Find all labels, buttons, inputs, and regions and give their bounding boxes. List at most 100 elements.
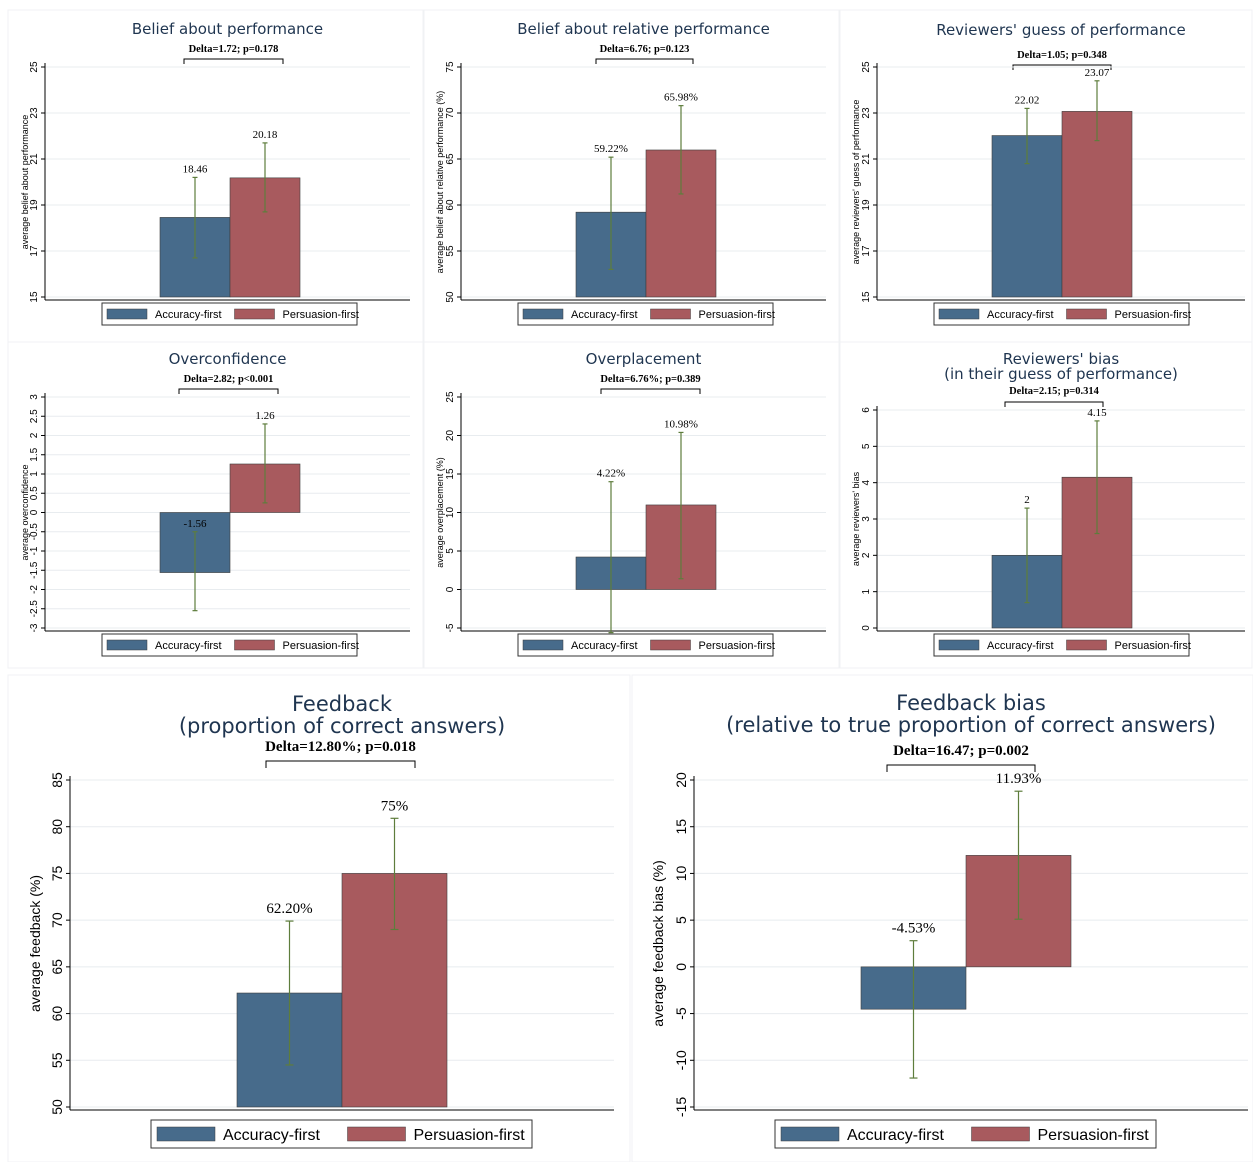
y-tick-label: 1: [861, 588, 872, 594]
y-axis-label: average overplacement (%): [435, 457, 445, 568]
chart-title: Belief about performance: [132, 20, 323, 38]
y-tick-label: 70: [49, 912, 65, 928]
y-tick-label: -3: [29, 623, 40, 632]
bar-value-label: -4.53%: [892, 921, 936, 937]
legend-label: Persuasion-first: [414, 1127, 526, 1144]
y-tick-label: 65: [445, 153, 456, 165]
legend-label: Persuasion-first: [1115, 640, 1191, 652]
y-tick-label: 15: [673, 819, 689, 835]
legend-label: Accuracy-first: [987, 640, 1054, 652]
chart-subtitle: (proportion of correct answers): [179, 714, 505, 738]
delta-annotation: Delta=1.05; p=0.348: [1017, 50, 1107, 61]
y-tick-label: -1.5: [29, 561, 40, 579]
y-tick-label: 65: [49, 959, 65, 975]
bar-value-label: 65.98%: [664, 92, 698, 104]
y-tick-label: 2.5: [29, 409, 40, 423]
legend-swatch: [1066, 308, 1107, 320]
bar-value-label: 1.26: [255, 410, 275, 422]
delta-annotation: Delta=2.15; p=0.314: [1009, 386, 1100, 397]
delta-annotation: Delta=1.72; p=0.178: [189, 44, 279, 55]
y-tick-label: 0: [673, 963, 689, 971]
y-tick-label: 75: [445, 61, 456, 73]
y-tick-label: 0.5: [29, 486, 40, 500]
chart-title: Overconfidence: [169, 350, 287, 368]
y-tick-label: 20: [445, 430, 456, 442]
y-tick-label: -15: [673, 1097, 689, 1117]
delta-bracket: [600, 388, 701, 394]
y-tick-label: 75: [49, 865, 65, 881]
legend-label: Persuasion-first: [699, 309, 775, 321]
chart-panel: Overconfidence Delta=2.82; p<0.001 -3 -2.5 -…: [7, 341, 424, 669]
chart-title: Belief about relative performance: [517, 20, 770, 38]
y-tick-label: 19: [29, 199, 40, 211]
chart-panel: Reviewers' guess of performance Delta=1.0…: [839, 9, 1253, 343]
y-tick-label: 15: [861, 291, 872, 303]
delta-annotation: Delta=6.76%; p=0.389: [600, 374, 700, 385]
chart-title: Feedback bias: [896, 691, 1046, 715]
legend-label: Persuasion-first: [699, 640, 775, 652]
legend-swatch: [780, 1126, 840, 1142]
panel-frame: [423, 341, 840, 669]
bar-value-label: 10.98%: [664, 418, 698, 430]
chart-panel: Overplacement Delta=6.76%; p=0.389 -5 0 5 10 1…: [423, 341, 840, 669]
delta-bracket: [178, 388, 279, 394]
y-tick-label: 2: [861, 552, 872, 558]
y-tick-label: 2: [29, 432, 40, 438]
y-tick-label: 25: [445, 391, 456, 403]
legend-swatch: [938, 639, 980, 651]
y-tick-label: 50: [445, 291, 456, 303]
y-tick-label: 10: [445, 507, 456, 519]
y-tick-label: 55: [49, 1052, 65, 1068]
legend-label: Accuracy-first: [223, 1127, 320, 1144]
legend-swatch: [106, 308, 148, 320]
y-tick-label: 1: [29, 471, 40, 477]
legend-label: Persuasion-first: [283, 640, 359, 652]
bar-value-label: 22.02: [1015, 94, 1040, 106]
y-tick-label: 5: [673, 916, 689, 924]
y-tick-label: 80: [49, 819, 65, 835]
bar-value-label: 18.46: [183, 163, 208, 175]
legend-box: [517, 302, 774, 326]
legend-label: Persuasion-first: [283, 309, 359, 321]
bar-value-label: -1.56: [184, 518, 207, 530]
bar-value-label: 11.93%: [996, 771, 1042, 787]
legend-swatch: [938, 308, 980, 320]
y-tick-label: 0: [861, 625, 872, 631]
bar-value-label: 4.15: [1087, 407, 1107, 419]
legend-swatch: [106, 639, 148, 651]
legend-label: Accuracy-first: [155, 309, 222, 321]
chart-title: Reviewers' guess of performance: [936, 21, 1186, 39]
chart-title: Reviewers' bias: [1003, 350, 1120, 368]
y-tick-label: -5: [445, 623, 456, 632]
bar-value-label: 4.22%: [597, 468, 625, 480]
y-tick-label: 1.5: [29, 447, 40, 461]
chart-title: Overplacement: [586, 350, 702, 368]
chart-panel: Belief about performance Delta=1.72; p=0.…: [7, 9, 424, 343]
y-axis-label: average reviewers' guess of performance: [851, 100, 861, 265]
chart-panel: Reviewers' bias(in their guess of perfor…: [839, 341, 1253, 669]
y-tick-label: 60: [49, 1006, 65, 1022]
y-tick-label: 23: [861, 107, 872, 119]
y-tick-label: 25: [29, 61, 40, 73]
delta-annotation: Delta=6.76; p=0.123: [600, 44, 690, 55]
chart-subtitle: (in their guess of performance): [944, 365, 1178, 383]
bar-value-label: 2: [1024, 494, 1030, 506]
y-tick-label: 0: [445, 586, 456, 592]
legend-swatch: [234, 308, 275, 320]
delta-bracket: [1004, 401, 1104, 407]
delta-bracket: [595, 58, 694, 64]
panel-frame: [7, 341, 424, 669]
y-tick-label: 85: [49, 772, 65, 788]
y-tick-label: 0: [29, 509, 40, 515]
legend-swatch: [650, 308, 691, 320]
y-tick-label: -10: [673, 1050, 689, 1070]
y-axis-label: average feedback (%): [27, 875, 43, 1012]
legend-label: Accuracy-first: [571, 309, 638, 321]
legend-box: [933, 302, 1190, 326]
legend-label: Persuasion-first: [1038, 1127, 1150, 1144]
y-tick-label: 3: [29, 394, 40, 400]
legend-box: [101, 302, 358, 326]
chart-title: Feedback: [292, 692, 393, 716]
y-tick-label: 19: [861, 199, 872, 211]
delta-bracket: [183, 58, 284, 64]
